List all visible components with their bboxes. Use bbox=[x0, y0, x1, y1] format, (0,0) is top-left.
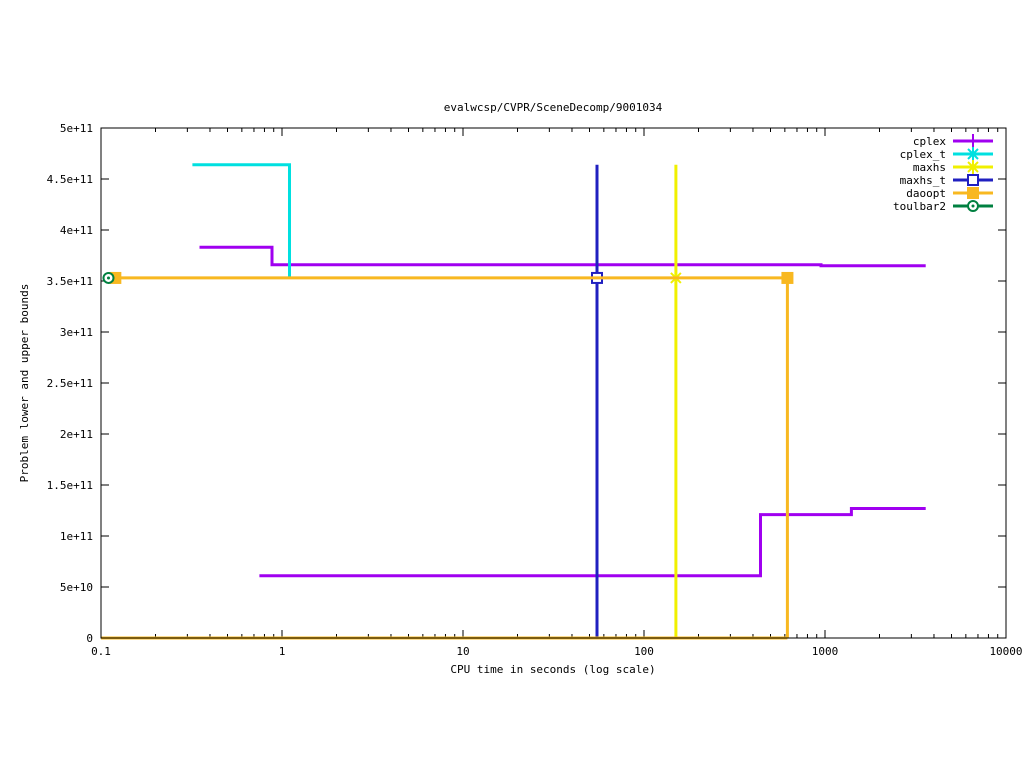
plot-frame bbox=[100, 127, 1007, 639]
series-cplex_t bbox=[192, 163, 291, 278]
filled-square-marker bbox=[781, 271, 794, 284]
y-tick-label: 3.5e+11 bbox=[47, 275, 93, 288]
y-tick-label: 3e+11 bbox=[60, 326, 93, 339]
plus-marker bbox=[966, 134, 980, 148]
square-marker bbox=[967, 174, 979, 186]
legend-label: cplex_t bbox=[900, 148, 946, 161]
x-tick-label: 10000 bbox=[989, 645, 1022, 658]
legend-label: daoopt bbox=[906, 187, 946, 200]
chart-title: evalwcsp/CVPR/SceneDecomp/9001034 bbox=[444, 101, 663, 114]
legend-label: maxhs_t bbox=[900, 174, 946, 187]
circle-marker-dot bbox=[106, 276, 110, 280]
circle-marker-dot bbox=[971, 204, 975, 208]
series-line bbox=[192, 163, 291, 278]
legend-label: toulbar2 bbox=[893, 200, 946, 213]
x-tick-label: 1000 bbox=[812, 645, 839, 658]
series-toulbar2 bbox=[102, 271, 115, 284]
x-tick-label: 10 bbox=[456, 645, 469, 658]
star-marker bbox=[966, 147, 980, 161]
series-line bbox=[199, 245, 926, 268]
x-axis-label: CPU time in seconds (log scale) bbox=[450, 663, 655, 676]
y-tick-label: 2.5e+11 bbox=[47, 377, 93, 390]
y-axis-label: Problem lower and upper bounds bbox=[18, 284, 31, 483]
filled-square-marker bbox=[967, 187, 979, 199]
y-tick-label: 0 bbox=[86, 632, 93, 645]
y-tick-label: 4e+11 bbox=[60, 224, 93, 237]
y-tick-label: 1.5e+11 bbox=[47, 479, 93, 492]
legend-label: maxhs bbox=[913, 161, 946, 174]
x-tick-label: 0.1 bbox=[91, 645, 111, 658]
y-tick-label: 5e+10 bbox=[60, 581, 93, 594]
y-tick-label: 2e+11 bbox=[60, 428, 93, 441]
y-tick-label: 4.5e+11 bbox=[47, 173, 93, 186]
y-tick-label: 1e+11 bbox=[60, 530, 93, 543]
legend-label: cplex bbox=[913, 135, 946, 148]
y-tick-label: 5e+11 bbox=[60, 122, 93, 135]
x-tick-label: 1 bbox=[279, 645, 286, 658]
star-marker bbox=[966, 160, 980, 174]
x-tick-label: 100 bbox=[634, 645, 654, 658]
